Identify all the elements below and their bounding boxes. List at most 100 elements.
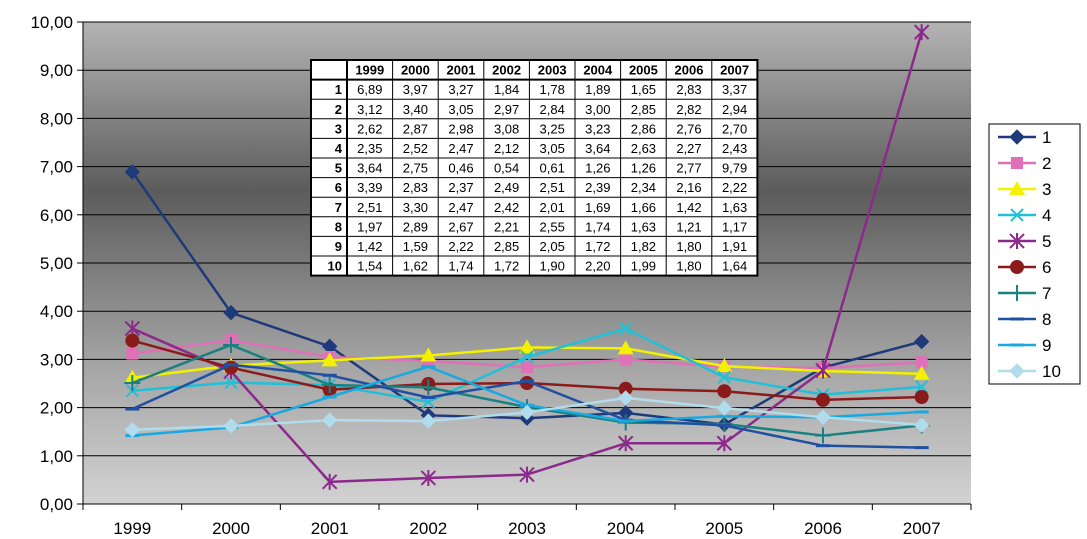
table-row-label: 5 (335, 161, 342, 176)
table-cell: 2,83 (403, 180, 428, 195)
x-tick-label: 2007 (903, 519, 941, 538)
table-cell: 0,54 (494, 161, 519, 176)
table-cell: 1,74 (585, 219, 610, 234)
y-tick-label: 4,00 (40, 302, 73, 321)
legend-marker (1009, 363, 1025, 379)
data-table: 1999 2000 2001 2002 2003 2004 2005 2006 2007 1 6,8… (310, 59, 759, 277)
table-cell: 1,26 (585, 161, 610, 176)
legend-label: 2 (1042, 154, 1051, 173)
table-cell: 2,21 (494, 219, 519, 234)
x-tick-label: 1999 (113, 519, 151, 538)
table-header-cell: 2000 (401, 63, 430, 78)
y-tick-label: 6,00 (40, 206, 73, 225)
table-cell: 1,63 (631, 219, 656, 234)
data-point (716, 358, 733, 373)
data-point (815, 409, 831, 425)
table-cell: 2,75 (403, 161, 428, 176)
data-point (420, 379, 437, 396)
data-point (321, 376, 338, 393)
table-cell: 1,63 (722, 200, 747, 215)
data-point (519, 404, 535, 421)
table-row-label: 8 (335, 219, 342, 234)
legend-marker (1009, 129, 1025, 145)
table-cell: 2,55 (540, 219, 565, 234)
legend-marker (1009, 181, 1025, 195)
table-cell: 2,43 (722, 141, 747, 156)
x-tick-label: 2002 (409, 519, 447, 538)
data-point (521, 361, 533, 374)
table-cell: 1,69 (585, 200, 610, 215)
data-point (717, 384, 732, 399)
legend-marker (1010, 260, 1024, 274)
table-header-cell: 1999 (355, 63, 384, 78)
table-row-label: 7 (335, 200, 342, 215)
table-cell: 3,12 (357, 102, 382, 117)
table-cell: 3,08 (494, 121, 519, 136)
data-point (420, 469, 437, 486)
data-point (618, 381, 633, 396)
legend-item-2: 2 (998, 154, 1051, 173)
table-row-label: 6 (335, 180, 342, 195)
table-cell: 3,23 (585, 121, 610, 136)
table-cell: 1,72 (494, 259, 519, 274)
table-cell: 2,20 (585, 259, 610, 274)
legend-label: 8 (1042, 310, 1051, 329)
data-point (619, 353, 632, 366)
table-cell: 0,46 (448, 161, 473, 176)
data-point (914, 389, 929, 404)
table-cell: 2,27 (676, 141, 701, 156)
table-cell: 9,79 (722, 161, 747, 176)
table-cell: 3,64 (585, 141, 610, 156)
data-point (913, 365, 930, 380)
data-point (125, 333, 140, 348)
table-cell: 2,16 (676, 180, 701, 195)
legend-item-10: 10 (998, 362, 1061, 381)
table-cell: 2,86 (631, 121, 656, 136)
table-cell: 2,05 (540, 239, 565, 254)
series-8 (125, 363, 929, 450)
data-point (913, 417, 930, 433)
table-cell: 2,70 (722, 121, 747, 136)
table-cell: 2,39 (585, 180, 610, 195)
table-cell: 3,25 (540, 121, 565, 136)
table-header-cell: 2003 (538, 63, 567, 78)
data-point (914, 380, 929, 394)
table-cell: 3,05 (540, 141, 565, 156)
legend-marker (1009, 285, 1025, 301)
table-background (310, 59, 759, 277)
table-cell: 2,63 (631, 141, 656, 156)
table-cell: 1,84 (494, 82, 519, 97)
table-cell: 2,84 (540, 102, 565, 117)
table-cell: 2,51 (357, 200, 382, 215)
y-tick-label: 8,00 (40, 109, 73, 128)
table-cell: 2,89 (403, 219, 428, 234)
table-cell: 1,78 (540, 82, 565, 97)
legend-label: 3 (1042, 180, 1051, 199)
table-cell: 2,67 (448, 219, 473, 234)
legend: 1 2 3 4 5 6 7 8 9 10 (988, 123, 1081, 385)
legend-label: 1 (1042, 128, 1051, 147)
table-cell: 2,77 (676, 161, 701, 176)
table-cell: 1,59 (403, 239, 428, 254)
table-row-label: 4 (335, 141, 343, 156)
legend-label: 5 (1042, 232, 1051, 251)
legend-marker (1011, 157, 1023, 169)
table-cell: 2,85 (631, 102, 656, 117)
data-point (913, 24, 930, 41)
x-tick-label: 2001 (311, 519, 349, 538)
data-point (321, 352, 338, 367)
data-point (618, 321, 633, 336)
data-point (816, 392, 830, 407)
data-point (815, 362, 831, 379)
table-cell: 2,49 (494, 180, 519, 195)
table-cell: 2,98 (448, 121, 473, 136)
y-tick-label: 1,00 (40, 447, 73, 466)
table-cell: 3,37 (722, 82, 747, 97)
table-cell: 2,34 (631, 180, 656, 195)
table-cell: 1,26 (631, 161, 656, 176)
table-header-cell: 2004 (583, 63, 613, 78)
legend-label: 6 (1042, 258, 1051, 277)
table-cell: 1,90 (540, 259, 565, 274)
table-header-cell: 2005 (629, 63, 658, 78)
